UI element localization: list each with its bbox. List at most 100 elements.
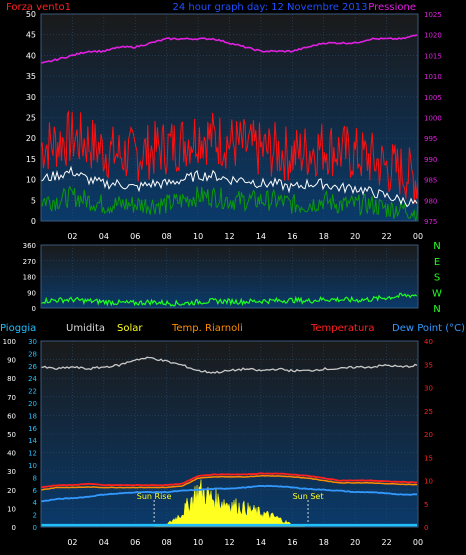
temperature-plot-frame bbox=[40, 340, 419, 528]
dew-point-series-line bbox=[40, 484, 418, 503]
rain-ytick-label: 22 bbox=[28, 388, 37, 396]
rain-ytick-label: 16 bbox=[28, 425, 37, 433]
wind-ytick-label: 30 bbox=[26, 93, 36, 102]
compass-label: N bbox=[433, 304, 440, 315]
wind-xtick-label: 20 bbox=[350, 232, 360, 241]
wind-xtick-label: 08 bbox=[162, 232, 172, 241]
temperature-series-line bbox=[40, 472, 418, 489]
compass-label: S bbox=[434, 273, 440, 284]
avg-wind-series-line bbox=[40, 165, 418, 208]
humidity-ytick-label: 10 bbox=[7, 505, 16, 513]
wind-xtick-label: 14 bbox=[256, 232, 266, 241]
wind-xtick-label: 18 bbox=[319, 232, 329, 241]
temperature-ytick-label: 0 bbox=[424, 524, 428, 532]
rain-ytick-label: 10 bbox=[28, 462, 37, 470]
compass-label: W bbox=[432, 288, 442, 299]
temperature-xtick-label: 08 bbox=[162, 538, 172, 547]
pressure-title: Pressione bbox=[368, 2, 416, 13]
rain-ytick-label: 6 bbox=[33, 487, 38, 495]
rain-ytick-label: 26 bbox=[28, 363, 37, 371]
wind-ytick-label: 0 bbox=[31, 217, 36, 226]
temperature-xtick-label: 18 bbox=[319, 538, 329, 547]
temperature-xtick-label: 00 bbox=[413, 538, 423, 547]
pressure-ytick-label: 980 bbox=[424, 197, 437, 205]
date-title: 24 hour graph day: 12 Novembre 2013 bbox=[173, 2, 368, 13]
temperature-xtick-label: 20 bbox=[350, 538, 360, 547]
direction-series-line bbox=[40, 292, 418, 307]
wind-speed-series-line bbox=[40, 185, 419, 222]
direction-plot-area bbox=[41, 245, 418, 308]
pressure-ytick-label: 1000 bbox=[424, 115, 442, 123]
temperature-xtick-label: 14 bbox=[256, 538, 266, 547]
compass-label: N bbox=[433, 241, 440, 252]
pressure-ytick-label: 1005 bbox=[424, 94, 442, 102]
temperature-ytick-label: 40 bbox=[424, 338, 433, 346]
pressure-ytick-label: 1020 bbox=[424, 32, 442, 40]
temperature-panel: 0102030405060708090100024681012141618202… bbox=[3, 338, 433, 547]
pressure-ytick-label: 1025 bbox=[424, 11, 442, 19]
humidity-ytick-label: 80 bbox=[7, 375, 16, 383]
rain-ytick-label: 20 bbox=[28, 400, 37, 408]
soil-temp-series-line bbox=[40, 474, 418, 491]
temperature-xtick-label: 02 bbox=[67, 538, 77, 547]
rain-ytick-label: 2 bbox=[33, 512, 37, 520]
temperature-ytick-label: 30 bbox=[424, 385, 433, 393]
wind-ytick-label: 35 bbox=[26, 72, 36, 81]
rain-ytick-label: 8 bbox=[33, 474, 37, 482]
direction-plot-frame bbox=[40, 244, 419, 309]
legend-temperature: Temperatura bbox=[310, 323, 375, 334]
temperature-ytick-label: 25 bbox=[424, 408, 433, 416]
pressure-ytick-label: 975 bbox=[424, 218, 437, 226]
rain-ytick-label: 18 bbox=[28, 412, 37, 420]
temperature-ytick-label: 15 bbox=[424, 454, 433, 462]
legend-row: Pioggia Umidita Solar Temp. Riarnoli Tem… bbox=[0, 323, 465, 334]
wind-ytick-label: 50 bbox=[26, 10, 36, 19]
wind-plot-frame bbox=[40, 13, 419, 222]
humidity-ytick-label: 60 bbox=[7, 412, 16, 420]
sunrise-label: Sun Rise bbox=[137, 492, 172, 501]
temperature-xtick-label: 06 bbox=[130, 538, 140, 547]
humidity-ytick-label: 30 bbox=[7, 468, 16, 476]
temperature-xtick-label: 22 bbox=[381, 538, 391, 547]
rain-ytick-label: 28 bbox=[28, 350, 37, 358]
rain-ytick-label: 30 bbox=[28, 338, 37, 346]
humidity-ytick-label: 90 bbox=[7, 357, 16, 365]
rain-ytick-label: 4 bbox=[33, 499, 38, 507]
humidity-ytick-label: 0 bbox=[12, 524, 16, 532]
wind-ytick-label: 40 bbox=[26, 51, 36, 60]
rain-ytick-label: 12 bbox=[28, 450, 37, 458]
wind-ytick-label: 45 bbox=[26, 31, 36, 40]
rain-ytick-label: 0 bbox=[33, 524, 37, 532]
wind-ytick-label: 25 bbox=[26, 114, 36, 123]
gust-series-line bbox=[40, 110, 419, 204]
legend-dew-point: Dew Point (°C) bbox=[392, 323, 465, 334]
humidity-ytick-label: 40 bbox=[7, 450, 16, 458]
wind-xtick-label: 22 bbox=[381, 232, 391, 241]
legend-soil-temp: Temp. Riarnoli bbox=[171, 323, 243, 334]
humidity-ytick-label: 70 bbox=[7, 394, 16, 402]
temperature-ytick-label: 10 bbox=[424, 478, 433, 486]
pressure-ytick-label: 995 bbox=[424, 135, 437, 143]
wind-xtick-label: 16 bbox=[287, 232, 297, 241]
temperature-xtick-label: 16 bbox=[287, 538, 297, 547]
wind-xtick-label: 12 bbox=[224, 232, 234, 241]
direction-ytick-label: 180 bbox=[23, 274, 36, 282]
sunset-label: Sun Set bbox=[293, 492, 324, 501]
wind-xtick-label: 02 bbox=[67, 232, 77, 241]
pressure-series-line bbox=[40, 34, 418, 64]
compass-label: E bbox=[434, 257, 440, 268]
legend-rain: Pioggia bbox=[0, 323, 36, 334]
wind-xtick-label: 10 bbox=[193, 232, 203, 241]
wind-ytick-label: 20 bbox=[26, 134, 36, 143]
humidity-ytick-label: 100 bbox=[3, 338, 16, 346]
wind-panel: 0510152025303540455097598098599099510001… bbox=[26, 10, 442, 241]
direction-ytick-label: 0 bbox=[32, 305, 36, 313]
rain-ytick-label: 24 bbox=[28, 375, 37, 383]
pressure-ytick-label: 1015 bbox=[424, 52, 442, 60]
wind-ytick-label: 5 bbox=[31, 196, 36, 205]
temperature-xtick-label: 10 bbox=[193, 538, 203, 547]
rain-ytick-label: 14 bbox=[28, 437, 37, 445]
temperature-ytick-label: 35 bbox=[424, 361, 433, 369]
temperature-ytick-label: 20 bbox=[424, 431, 433, 439]
